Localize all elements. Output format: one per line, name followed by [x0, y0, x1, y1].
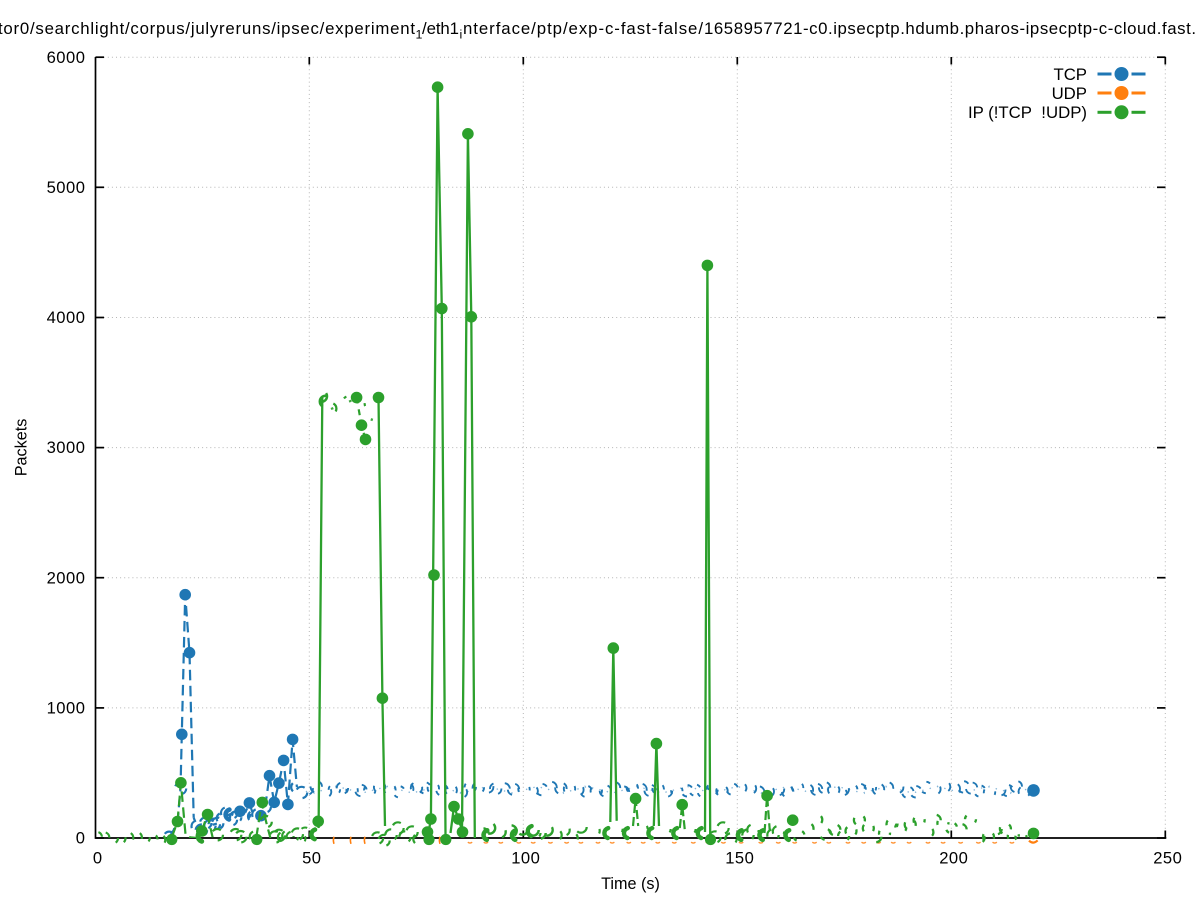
svg-text:4000: 4000	[47, 308, 86, 327]
svg-text:0: 0	[93, 849, 103, 868]
svg-text:i: i	[460, 28, 463, 42]
svg-text:6000: 6000	[47, 48, 86, 67]
svg-text:/eth1: /eth1	[422, 19, 459, 38]
svg-text:250: 250	[1153, 849, 1182, 868]
svg-text:5000: 5000	[47, 178, 86, 197]
svg-text:IP (!TCP !UDP): IP (!TCP !UDP)	[968, 103, 1087, 122]
svg-text:1658957721-c0.ipsecptp.hdumb.p: 1658957721-c0.ipsecptp.hdumb.pharos-ipse…	[704, 19, 1196, 38]
svg-text:1000: 1000	[47, 699, 86, 718]
svg-text:1: 1	[416, 28, 423, 42]
svg-text:UDP: UDP	[1052, 84, 1087, 103]
svg-text:50: 50	[302, 849, 321, 868]
svg-text:nterface/ptp/exp-c-fast-false/: nterface/ptp/exp-c-fast-false/	[463, 19, 703, 38]
svg-text:150: 150	[725, 849, 754, 868]
svg-text:Time (s): Time (s)	[601, 875, 660, 893]
svg-text:200: 200	[939, 849, 968, 868]
svg-text:Packets: Packets	[13, 419, 31, 477]
svg-text:2000: 2000	[47, 568, 86, 587]
svg-text:0: 0	[76, 829, 86, 848]
svg-text:100: 100	[511, 849, 540, 868]
svg-text:3000: 3000	[47, 438, 86, 457]
svg-text:tor0/searchlight/corpus/julyre: tor0/searchlight/corpus/julyreruns/ipsec…	[0, 19, 415, 38]
svg-text:TCP: TCP	[1053, 65, 1087, 84]
